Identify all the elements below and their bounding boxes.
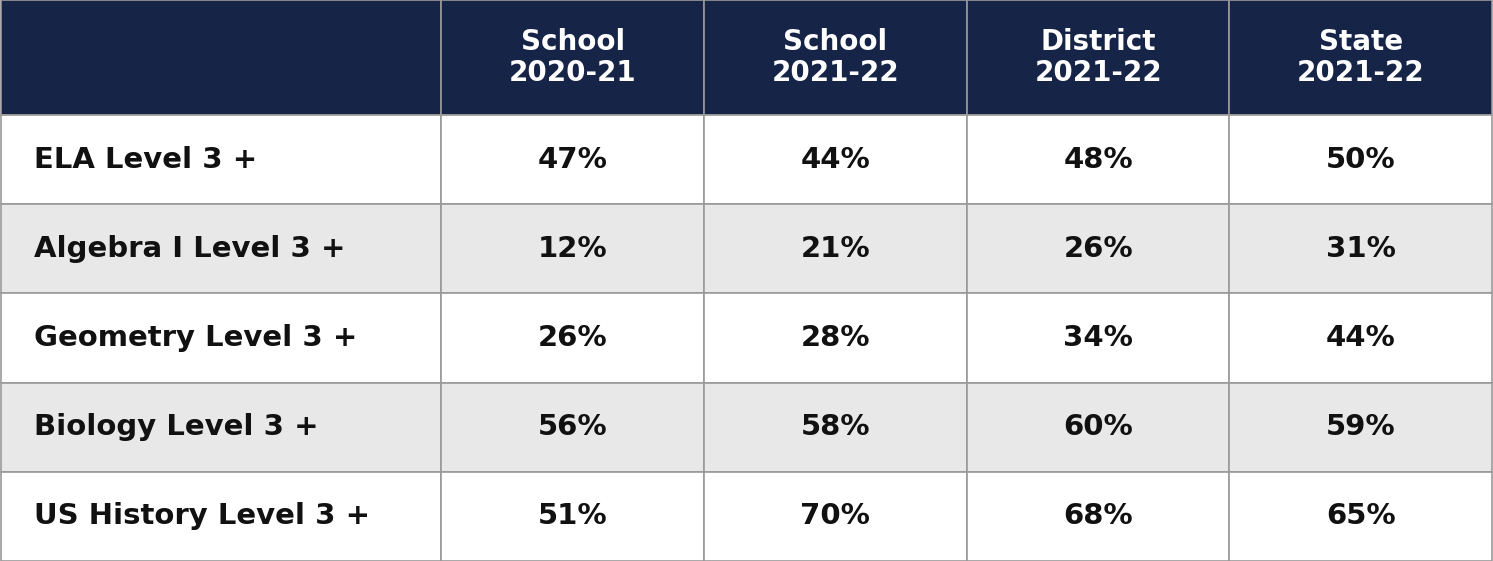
Text: ELA Level 3 +: ELA Level 3 + bbox=[34, 146, 257, 173]
Bar bbox=[705, 383, 967, 472]
Text: 51%: 51% bbox=[537, 503, 608, 530]
Bar bbox=[1229, 115, 1492, 204]
Text: 59%: 59% bbox=[1326, 413, 1396, 441]
Bar bbox=[705, 472, 967, 561]
Text: School: School bbox=[521, 28, 624, 56]
Bar bbox=[1, 0, 442, 115]
Bar bbox=[967, 0, 1229, 115]
Bar bbox=[442, 472, 705, 561]
Text: 65%: 65% bbox=[1326, 503, 1396, 530]
Bar bbox=[442, 0, 705, 115]
Text: 44%: 44% bbox=[1326, 324, 1396, 352]
Bar bbox=[1, 115, 442, 204]
Text: District: District bbox=[1041, 28, 1156, 56]
Text: 44%: 44% bbox=[800, 146, 870, 173]
Text: 60%: 60% bbox=[1063, 413, 1133, 441]
Bar bbox=[967, 293, 1229, 383]
Bar bbox=[1, 204, 442, 293]
Text: 70%: 70% bbox=[800, 503, 870, 530]
Text: 48%: 48% bbox=[1063, 146, 1133, 173]
Text: 56%: 56% bbox=[537, 413, 608, 441]
Text: 21%: 21% bbox=[800, 235, 870, 263]
Text: State: State bbox=[1318, 28, 1403, 56]
Bar bbox=[967, 383, 1229, 472]
Bar bbox=[967, 204, 1229, 293]
Text: 26%: 26% bbox=[1063, 235, 1133, 263]
Text: US History Level 3 +: US History Level 3 + bbox=[34, 503, 370, 530]
Text: 12%: 12% bbox=[537, 235, 608, 263]
Bar bbox=[442, 383, 705, 472]
Bar bbox=[967, 115, 1229, 204]
Text: 2021-22: 2021-22 bbox=[1035, 59, 1162, 87]
Bar bbox=[1, 293, 442, 383]
Text: 34%: 34% bbox=[1063, 324, 1133, 352]
Bar bbox=[1229, 293, 1492, 383]
Text: 47%: 47% bbox=[537, 146, 608, 173]
Bar bbox=[442, 115, 705, 204]
Bar bbox=[442, 293, 705, 383]
Bar bbox=[705, 0, 967, 115]
Bar bbox=[1, 383, 442, 472]
Bar bbox=[1, 472, 442, 561]
Bar bbox=[1229, 0, 1492, 115]
Bar bbox=[967, 472, 1229, 561]
Text: 58%: 58% bbox=[800, 413, 870, 441]
Text: 2021-22: 2021-22 bbox=[772, 59, 899, 87]
Text: 68%: 68% bbox=[1063, 503, 1133, 530]
Text: School: School bbox=[784, 28, 887, 56]
Bar bbox=[1229, 383, 1492, 472]
Bar bbox=[705, 204, 967, 293]
Text: Algebra I Level 3 +: Algebra I Level 3 + bbox=[34, 235, 345, 263]
Text: Geometry Level 3 +: Geometry Level 3 + bbox=[34, 324, 357, 352]
Text: 26%: 26% bbox=[537, 324, 608, 352]
Bar bbox=[442, 204, 705, 293]
Bar bbox=[1229, 204, 1492, 293]
Text: 2021-22: 2021-22 bbox=[1297, 59, 1424, 87]
Text: 50%: 50% bbox=[1326, 146, 1396, 173]
Bar bbox=[1229, 472, 1492, 561]
Bar bbox=[705, 293, 967, 383]
Text: 31%: 31% bbox=[1326, 235, 1396, 263]
Text: 2020-21: 2020-21 bbox=[509, 59, 636, 87]
Text: Biology Level 3 +: Biology Level 3 + bbox=[34, 413, 318, 441]
Bar bbox=[705, 115, 967, 204]
Text: 28%: 28% bbox=[800, 324, 870, 352]
